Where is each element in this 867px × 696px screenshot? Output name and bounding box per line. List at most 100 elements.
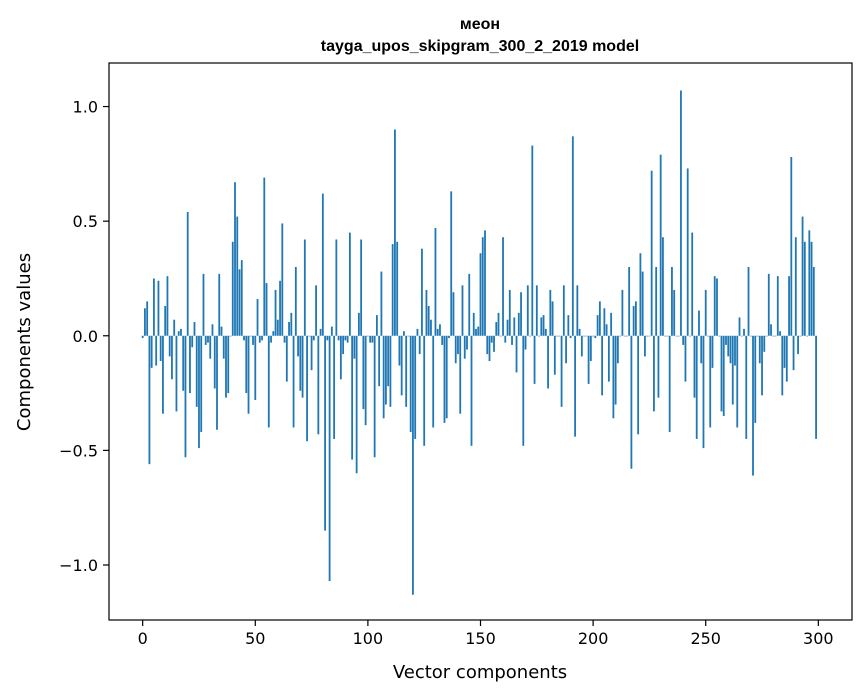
- bar-88: [339, 335, 342, 380]
- bar-294: [803, 241, 806, 336]
- bar-0: [141, 335, 144, 339]
- bar-109: [387, 335, 390, 387]
- bar-224: [646, 335, 649, 337]
- bar-100: [366, 335, 369, 337]
- bar-251: [707, 335, 709, 337]
- bar-298: [812, 267, 815, 336]
- bar-105: [378, 335, 381, 387]
- bar-220: [637, 335, 640, 435]
- bar-246: [695, 335, 698, 439]
- bar-14: [173, 319, 176, 336]
- bar-244: [691, 232, 694, 336]
- bar-210: [614, 335, 617, 405]
- bar-286: [785, 335, 788, 382]
- bar-295: [806, 335, 808, 337]
- bar-267: [743, 328, 745, 336]
- bar-41: [234, 182, 236, 336]
- bar-106: [380, 271, 383, 336]
- bar-186: [560, 335, 563, 407]
- bar-114: [398, 335, 401, 366]
- bar-179: [544, 328, 547, 336]
- bar-139: [454, 335, 457, 364]
- bar-73: [306, 335, 308, 442]
- bar-89: [342, 335, 345, 355]
- bar-119: [409, 335, 412, 433]
- bar-35: [220, 326, 223, 336]
- x-axis: 0 50 100 150 200 250 300: [138, 620, 834, 648]
- bar-120: [412, 335, 414, 595]
- bar-291: [797, 335, 799, 355]
- bar-9: [162, 335, 164, 414]
- bar-234: [668, 335, 671, 433]
- bar-104: [375, 315, 378, 336]
- bar-111: [391, 244, 394, 336]
- bar-117: [405, 335, 408, 407]
- bar-131: [436, 328, 439, 336]
- y-tick-label-1: −0.5: [59, 441, 98, 460]
- bar-247: [698, 310, 700, 336]
- bar-95: [355, 335, 358, 474]
- bar-271: [752, 335, 754, 476]
- bar-168: [520, 292, 522, 336]
- bar-214: [623, 335, 626, 337]
- bar-44: [240, 260, 243, 336]
- bar-288: [790, 156, 793, 336]
- bar-1: [144, 308, 146, 336]
- bar-172: [529, 335, 531, 337]
- y-tick-label-2: 0.0: [73, 327, 98, 346]
- bar-204: [601, 335, 604, 396]
- bar-78: [317, 335, 320, 435]
- bar-43: [238, 269, 241, 336]
- bar-52: [258, 335, 261, 343]
- bar-266: [740, 335, 743, 337]
- bar-40: [231, 241, 234, 336]
- bar-25: [198, 335, 200, 449]
- bar-236: [673, 289, 676, 336]
- bar-127: [427, 305, 430, 336]
- bar-228: [655, 267, 658, 336]
- bar-256: [718, 335, 721, 337]
- bar-96: [357, 312, 360, 336]
- bar-238: [677, 335, 680, 337]
- bar-155: [490, 335, 493, 343]
- bar-183: [553, 335, 556, 375]
- bar-202: [596, 315, 599, 336]
- bar-290: [794, 237, 797, 336]
- bar-187: [562, 285, 565, 336]
- bar-147: [472, 312, 475, 336]
- bar-37: [225, 335, 227, 398]
- bar-260: [727, 335, 730, 357]
- bar-200: [592, 335, 595, 337]
- bar-98: [362, 335, 365, 410]
- x-tick-label-150: 150: [465, 629, 496, 648]
- bar-50: [254, 335, 257, 400]
- bar-60: [276, 319, 279, 336]
- bar-161: [504, 335, 507, 343]
- bar-27: [202, 273, 205, 336]
- bar-151: [481, 237, 484, 336]
- bar-275: [761, 335, 763, 396]
- bar-269: [747, 267, 750, 336]
- bar-49: [252, 335, 254, 345]
- bar-198: [587, 335, 590, 384]
- bar-250: [704, 289, 707, 336]
- bar-130: [434, 228, 437, 336]
- bar-173: [531, 145, 534, 336]
- bar-170: [524, 335, 527, 350]
- bar-162: [506, 319, 509, 336]
- bar-80: [321, 193, 324, 336]
- bar-90: [344, 335, 347, 341]
- bar-258: [722, 335, 725, 416]
- bar-65: [288, 322, 290, 336]
- bar-277: [765, 335, 768, 337]
- bar-221: [639, 253, 642, 336]
- bar-289: [792, 335, 795, 371]
- bar-167: [517, 312, 520, 336]
- bar-192: [574, 335, 576, 437]
- bar-156: [493, 335, 495, 352]
- bar-75: [310, 335, 313, 371]
- bar-16: [177, 331, 180, 336]
- bar-273: [756, 335, 759, 337]
- bar-143: [463, 335, 466, 359]
- bar-12: [168, 335, 171, 357]
